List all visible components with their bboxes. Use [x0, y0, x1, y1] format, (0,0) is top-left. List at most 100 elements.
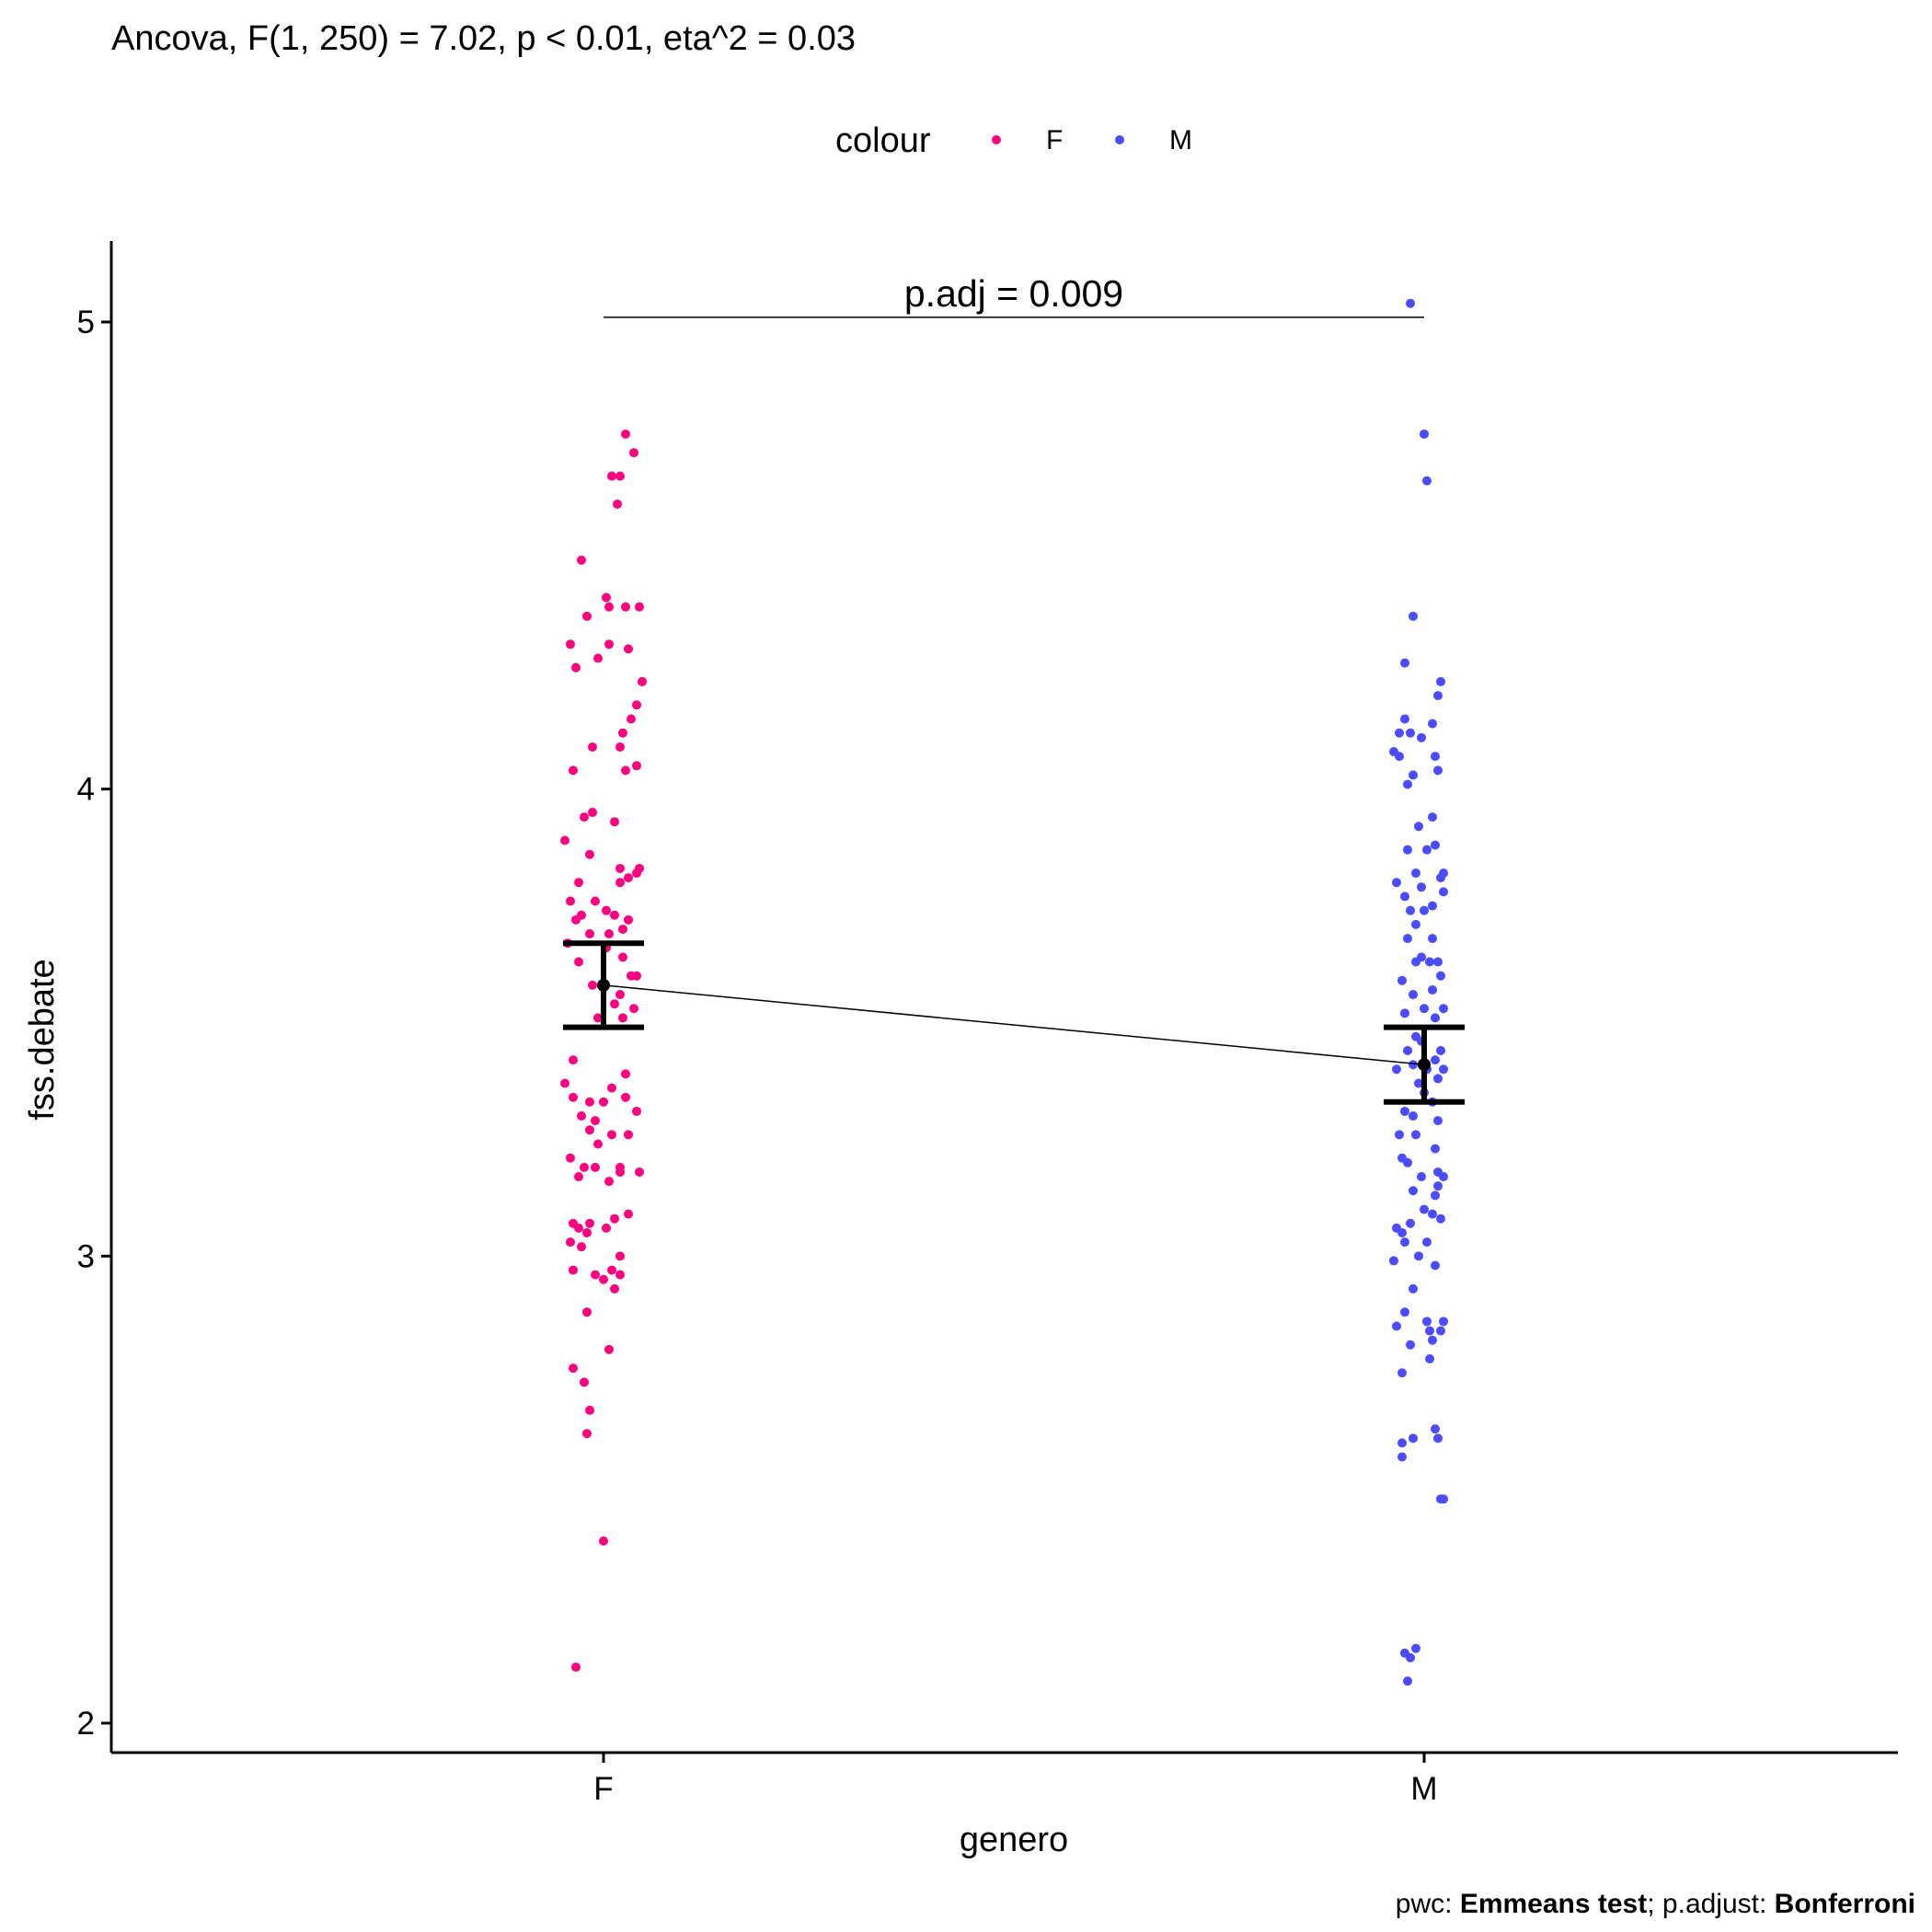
data-point-m: [1411, 919, 1420, 929]
data-point-m: [1436, 676, 1445, 686]
data-point-f: [618, 924, 627, 934]
data-point-m: [1428, 719, 1437, 729]
data-point-m: [1433, 1433, 1443, 1443]
data-point-m: [1417, 1172, 1426, 1182]
data-point-f: [577, 555, 586, 565]
data-point-f: [599, 1097, 608, 1107]
data-point-m: [1411, 1130, 1420, 1140]
legend-marker-m: [1115, 135, 1124, 144]
data-point-f: [621, 602, 630, 612]
data-point-m: [1422, 845, 1432, 855]
data-point-f: [621, 429, 630, 439]
data-point-m: [1431, 1190, 1440, 1201]
data-point-f: [621, 1092, 630, 1102]
data-point-f: [610, 910, 619, 920]
data-point-m: [1431, 1055, 1440, 1065]
data-point-f: [604, 639, 614, 650]
data-point-f: [591, 1162, 600, 1172]
comparison-bracket: p.adj = 0.009: [604, 272, 1424, 318]
mean-connector-line: [603, 984, 1425, 1065]
data-point-f: [582, 611, 592, 621]
data-point-m: [1395, 752, 1404, 762]
data-point-f: [635, 1167, 644, 1177]
data-point-m: [1428, 984, 1437, 995]
x-tick-label: F: [593, 1771, 613, 1807]
data-point-m: [1436, 1213, 1445, 1224]
data-point-m: [1431, 1144, 1440, 1154]
data-point-f: [610, 1213, 619, 1224]
data-point-f: [574, 1223, 583, 1233]
data-point-m: [1420, 1204, 1429, 1214]
legend: colour F M: [835, 121, 1192, 160]
data-point-m: [1439, 1004, 1448, 1014]
data-point-f: [585, 1405, 594, 1415]
data-point-m: [1439, 1064, 1448, 1075]
x-axis-label: genero: [960, 1821, 1068, 1859]
legend-title: colour: [835, 121, 931, 160]
data-point-m: [1409, 770, 1418, 780]
data-point-f: [629, 1004, 638, 1014]
data-point-m: [1414, 822, 1423, 832]
caption: pwc: Emmeans test; p.adjust: Bonferroni: [1396, 1889, 1915, 1919]
legend-marker-f: [992, 135, 1001, 144]
data-point-f: [585, 929, 594, 939]
data-point-f: [632, 868, 641, 879]
data-point-f: [615, 1270, 625, 1280]
data-point-m: [1406, 1340, 1415, 1350]
y-axis-label: fss.debate: [23, 959, 62, 1120]
data-point-m: [1409, 1111, 1418, 1121]
data-point-f: [585, 1218, 594, 1228]
data-point-f: [613, 499, 622, 509]
data-point-f: [624, 644, 633, 654]
mean-point-f: [597, 978, 610, 992]
data-point-m: [1389, 1256, 1398, 1266]
data-point-m: [1439, 1494, 1448, 1504]
data-point-f: [574, 957, 583, 967]
data-point-m: [1428, 934, 1437, 944]
data-point-f: [632, 761, 641, 771]
data-point-f: [593, 653, 603, 663]
data-point-m: [1431, 1424, 1440, 1434]
data-point-f: [635, 602, 644, 612]
data-point-f: [615, 990, 625, 1000]
data-point-f: [582, 1429, 592, 1439]
data-point-f: [580, 1377, 589, 1387]
data-point-f: [615, 1167, 625, 1177]
data-point-m: [1409, 1433, 1418, 1443]
data-point-m: [1406, 1218, 1415, 1228]
data-point-f: [569, 1265, 578, 1275]
data-point-f: [569, 1092, 578, 1102]
data-point-m: [1403, 845, 1412, 855]
data-point-m: [1439, 887, 1448, 897]
data-point-f: [591, 1116, 600, 1126]
data-point-m: [1400, 1106, 1409, 1116]
data-point-m: [1436, 873, 1445, 883]
data-point-f: [571, 1662, 581, 1673]
data-point-m: [1400, 1307, 1409, 1317]
data-point-m: [1403, 934, 1412, 944]
points-layer: [560, 298, 1448, 1686]
data-point-f: [607, 471, 616, 481]
data-point-m: [1425, 1354, 1434, 1364]
data-point-f: [593, 1139, 603, 1149]
data-point-f: [571, 662, 581, 673]
data-point-f: [632, 971, 641, 981]
data-point-m: [1436, 971, 1445, 981]
data-point-m: [1428, 1209, 1437, 1219]
data-point-f: [602, 905, 611, 915]
data-point-f: [582, 1307, 592, 1317]
data-point-m: [1409, 611, 1418, 621]
data-point-m: [1414, 1251, 1423, 1261]
data-point-f: [566, 639, 575, 650]
data-point-f: [566, 1237, 575, 1248]
data-point-m: [1397, 1452, 1407, 1462]
data-point-f: [574, 1172, 583, 1182]
data-point-m: [1428, 812, 1437, 822]
data-point-f: [574, 878, 583, 888]
data-point-m: [1433, 765, 1443, 776]
data-point-f: [604, 1344, 614, 1354]
data-point-m: [1395, 1130, 1404, 1140]
data-point-f: [593, 1013, 603, 1023]
data-point-f: [615, 863, 625, 873]
caption-adjust: Bonferroni: [1775, 1889, 1915, 1919]
